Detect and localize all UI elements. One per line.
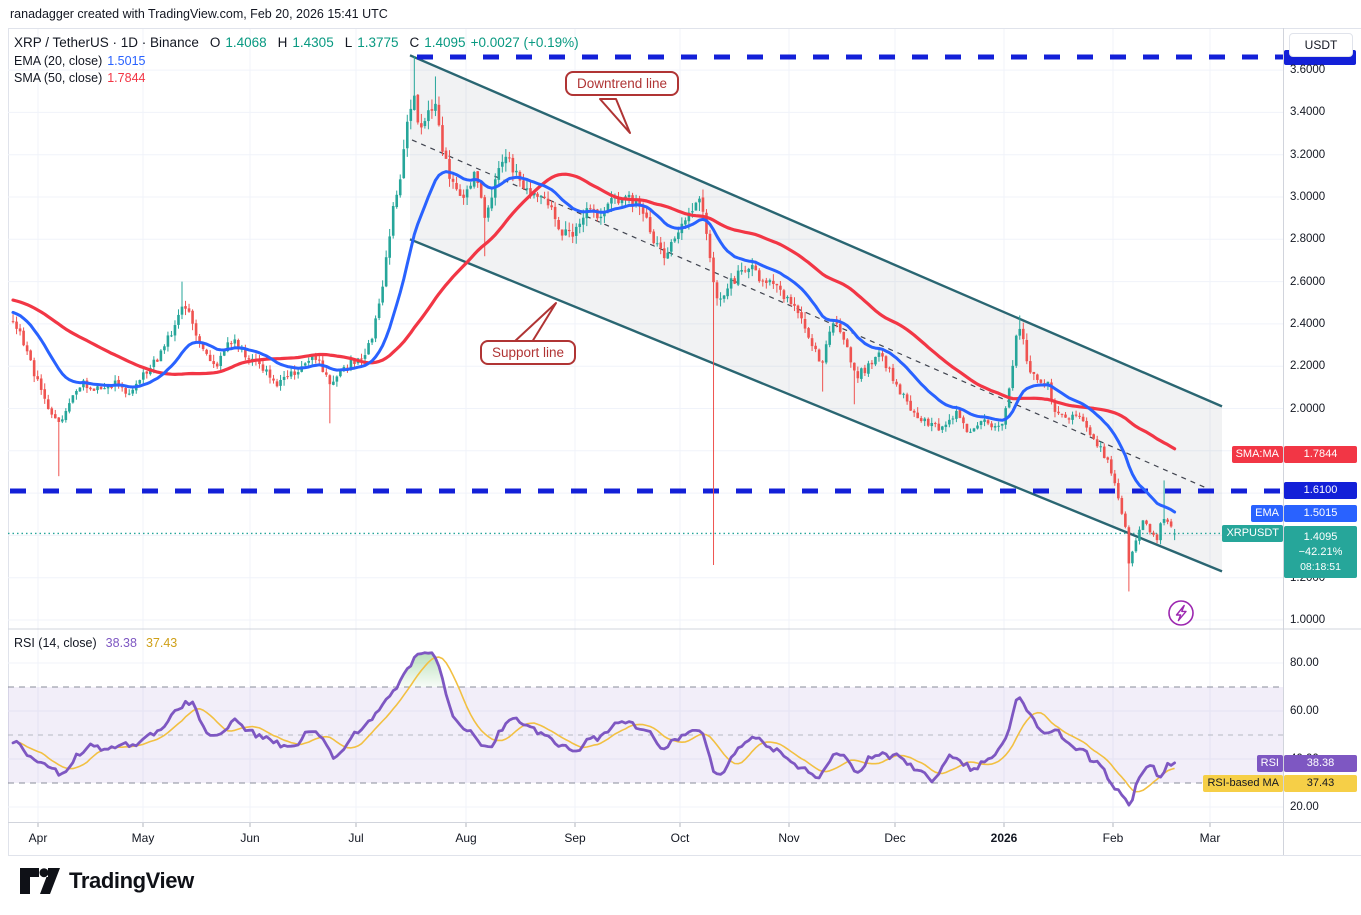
rsi-tag-label: RSI — [1256, 754, 1283, 772]
price-axis-tick: 2.4000 — [1290, 317, 1326, 330]
time-axis-label-nov: Nov — [778, 831, 800, 845]
1-6100-value-label: 1.6100 — [1284, 482, 1357, 500]
rsi-based-ma-value-label: 37.43 — [1284, 774, 1357, 792]
lightning-button[interactable] — [1168, 600, 1194, 626]
time-axis-label-oct: Oct — [670, 831, 690, 845]
price-axis-tick: 3.6000 — [1290, 64, 1326, 77]
time-axis-label-2026: 2026 — [990, 831, 1018, 845]
lightning-icon — [1175, 604, 1187, 622]
attribution-bar: ranadagger created with TradingView.com,… — [10, 7, 388, 21]
price-axis-tick: 1.0000 — [1290, 614, 1326, 626]
time-axis-label-dec: Dec — [884, 831, 906, 845]
price-axis-tick: 2.6000 — [1290, 275, 1326, 288]
xrpusdt-value-label: 1.4095 −42.21% 08:18:51 — [1284, 526, 1357, 579]
open-value: 1.4068 — [225, 35, 267, 50]
price-axis-tick: 2.8000 — [1290, 233, 1326, 246]
xrpusdt-tag-label: XRPUSDT — [1222, 524, 1283, 542]
time-axis-label-sep: Sep — [564, 831, 586, 845]
callout-support-line[interactable]: Support line — [480, 340, 577, 365]
rsi-value: 38.38 — [105, 636, 137, 650]
rsi-value-label: 38.38 — [1284, 754, 1357, 772]
close-key: C — [409, 35, 420, 50]
rsi-ma-value: 37.43 — [145, 636, 178, 650]
ema-value: 1.5015 — [107, 53, 146, 68]
high-key: H — [277, 35, 288, 50]
time-axis-label-jun: Jun — [240, 831, 260, 845]
price-axis-tick: 3.0000 — [1290, 191, 1326, 203]
open-key: O — [209, 35, 221, 50]
rsi-axis-tick: 60.00 — [1290, 705, 1319, 717]
ema-label: EMA (20, close) — [14, 53, 103, 68]
ema-tag-label: EMA — [1251, 505, 1283, 523]
change-value: +0.0027 (+0.19%) — [470, 35, 579, 50]
tradingview-logo-text: TradingView — [69, 868, 194, 893]
low-key: L — [344, 35, 353, 50]
ema-indicator-row[interactable]: EMA (20, close) 1.5015 — [14, 52, 579, 69]
sma-value: 1.7844 — [107, 70, 146, 85]
high-value: 1.4305 — [292, 35, 334, 50]
price-axis-tick: 3.2000 — [1290, 148, 1326, 161]
time-axis-label-may: May — [131, 831, 155, 845]
symbol-title[interactable]: XRP / TetherUS · 1D · Binance — [14, 35, 199, 50]
price-axis-tick: 2.0000 — [1290, 402, 1326, 415]
time-axis-label-feb: Feb — [1102, 831, 1124, 845]
time-axis-label-apr: Apr — [28, 831, 48, 845]
price-axis-tick: 3.4000 — [1290, 106, 1326, 119]
rsi-label: RSI (14, close) — [14, 636, 97, 650]
rsi-axis-tick: 80.00 — [1290, 657, 1319, 669]
time-axis-label-aug: Aug — [455, 831, 477, 845]
callout-downtrend-line[interactable]: Downtrend line — [565, 71, 680, 96]
rsi-based-ma-tag-label: RSI-based MA — [1203, 774, 1283, 792]
rsi-legend[interactable]: RSI (14, close) 38.38 37.43 — [14, 636, 177, 650]
ema-value-label: 1.5015 — [1284, 505, 1357, 523]
rsi-axis-tick: 20.00 — [1290, 801, 1319, 813]
time-axis-label-mar: Mar — [1199, 831, 1221, 845]
sma-ma-value-label: 1.7844 — [1284, 445, 1357, 463]
tradingview-logo-icon — [20, 868, 60, 894]
footer: TradingView — [20, 868, 194, 894]
time-axis-label-jul: Jul — [348, 831, 364, 845]
close-value: 1.4095 — [424, 35, 466, 50]
sma-indicator-row[interactable]: SMA (50, close) 1.7844 — [14, 69, 579, 86]
sma-label: SMA (50, close) — [14, 70, 103, 85]
low-value: 1.3775 — [357, 35, 399, 50]
sma-ma-tag-label: SMA:MA — [1231, 445, 1283, 463]
currency-button[interactable]: USDT — [1289, 33, 1353, 57]
price-axis-tick: 2.2000 — [1290, 360, 1326, 373]
